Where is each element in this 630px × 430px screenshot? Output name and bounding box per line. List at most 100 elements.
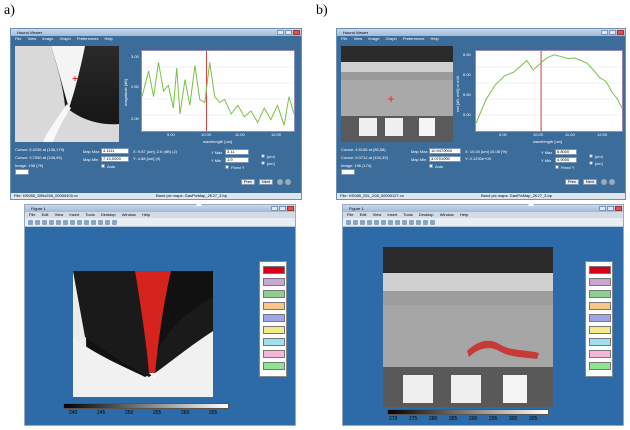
radio-cm[interactable] [261, 161, 265, 165]
next-button[interactable]: Next [583, 179, 597, 185]
pan-icon[interactable] [395, 219, 400, 225]
legend-icon[interactable] [112, 219, 117, 225]
menu-insert[interactable]: Insert [69, 212, 80, 217]
first-frame-icon[interactable] [601, 179, 607, 185]
y-min-field[interactable]: 1.9 [225, 157, 249, 163]
last-frame-icon[interactable] [609, 179, 615, 185]
legend-icon[interactable] [430, 219, 435, 225]
zoom-in-icon[interactable] [63, 219, 68, 225]
brush-icon[interactable] [416, 219, 421, 225]
menu-desktop[interactable]: Desktop [100, 212, 116, 217]
color-swatch[interactable] [263, 350, 285, 358]
auto-checkbox[interactable] [429, 164, 433, 168]
map-max-field[interactable]: 10.9470000 [429, 148, 461, 154]
map-min-field[interactable]: 3.0791000 [429, 156, 461, 162]
menu-help[interactable]: Help [142, 212, 151, 217]
data-cursor-icon[interactable] [409, 219, 414, 225]
menu-view[interactable]: View [353, 36, 363, 41]
fixed-y-checkbox[interactable] [555, 165, 559, 169]
menu-help[interactable]: Help [430, 36, 439, 41]
minimize-icon[interactable] [599, 206, 606, 211]
color-swatch[interactable] [589, 278, 611, 286]
color-swatch[interactable] [589, 290, 611, 298]
colorbar-icon[interactable] [423, 219, 428, 225]
close-icon[interactable] [293, 30, 300, 35]
color-swatch[interactable] [263, 266, 285, 274]
spectrum-chart-a[interactable] [141, 51, 295, 131]
new-figure-icon[interactable] [28, 219, 33, 225]
menu-file[interactable]: File [29, 212, 36, 217]
y-max-field[interactable]: 6.8000 [555, 149, 577, 155]
pan-icon[interactable] [77, 219, 82, 225]
data-cursor-icon[interactable] [91, 219, 96, 225]
color-swatch[interactable] [589, 362, 611, 370]
menu-edit[interactable]: Edit [41, 212, 49, 217]
maximize-icon[interactable] [609, 30, 616, 35]
rotate-icon[interactable] [84, 219, 89, 225]
menu-window[interactable]: Window [439, 212, 454, 217]
color-swatch[interactable] [263, 326, 285, 334]
color-swatch[interactable] [263, 290, 285, 298]
map-min-field[interactable]: 7.13.0000 [101, 156, 129, 162]
color-swatch[interactable] [263, 278, 285, 286]
image-index-field[interactable] [15, 169, 29, 175]
prev-button[interactable]: Prev [241, 179, 255, 185]
brush-icon[interactable] [98, 219, 103, 225]
new-figure-icon[interactable] [346, 219, 351, 225]
maximize-icon[interactable] [279, 206, 286, 211]
color-swatch[interactable] [263, 362, 285, 370]
figure-a-image[interactable] [25, 227, 296, 426]
radio-um[interactable] [589, 154, 593, 158]
color-swatch[interactable] [589, 338, 611, 346]
zoom-in-icon[interactable] [381, 219, 386, 225]
map-max-field[interactable]: 4.1111 [101, 148, 129, 154]
next-button[interactable]: Next [259, 179, 273, 185]
menu-graph[interactable]: Graph [385, 36, 397, 41]
last-frame-icon[interactable] [285, 179, 291, 185]
close-icon[interactable] [615, 206, 622, 211]
color-swatch[interactable] [589, 302, 611, 310]
close-icon[interactable] [617, 30, 624, 35]
save-icon[interactable] [42, 219, 47, 225]
menu-file[interactable]: File [15, 36, 22, 41]
color-swatch[interactable] [589, 266, 611, 274]
spectrum-chart-b[interactable] [475, 51, 623, 131]
fixed-y-checkbox[interactable] [225, 165, 229, 169]
menu-tools[interactable]: Tools [403, 212, 413, 217]
menu-image[interactable]: Image [368, 36, 380, 41]
image-index-field[interactable] [341, 169, 355, 175]
pointer-icon[interactable] [56, 219, 61, 225]
menu-desktop[interactable]: Desktop [418, 212, 434, 217]
zoom-out-icon[interactable] [388, 219, 393, 225]
color-swatch[interactable] [589, 314, 611, 322]
menu-preferences[interactable]: Preferences [402, 36, 425, 41]
radio-cm[interactable] [589, 161, 593, 165]
menu-insert[interactable]: Insert [387, 212, 398, 217]
menu-preferences[interactable]: Preferences [76, 36, 99, 41]
print-icon[interactable] [49, 219, 54, 225]
auto-checkbox[interactable] [101, 164, 105, 168]
rotate-icon[interactable] [402, 219, 407, 225]
menu-help[interactable]: Help [460, 212, 469, 217]
first-frame-icon[interactable] [277, 179, 283, 185]
menu-view[interactable]: View [54, 212, 64, 217]
pointer-icon[interactable] [374, 219, 379, 225]
zoom-out-icon[interactable] [70, 219, 75, 225]
maximize-icon[interactable] [607, 206, 614, 211]
menu-graph[interactable]: Graph [59, 36, 71, 41]
color-swatch[interactable] [263, 302, 285, 310]
menu-window[interactable]: Window [121, 212, 136, 217]
open-icon[interactable] [35, 219, 40, 225]
color-swatch[interactable] [263, 314, 285, 322]
minimize-icon[interactable] [601, 30, 608, 35]
minimize-icon[interactable] [277, 30, 284, 35]
color-swatch[interactable] [589, 350, 611, 358]
menu-tools[interactable]: Tools [85, 212, 95, 217]
open-icon[interactable] [353, 219, 358, 225]
thermal-image-a[interactable] [15, 46, 119, 142]
menu-image[interactable]: Image [42, 36, 54, 41]
colorbar-icon[interactable] [105, 219, 110, 225]
menu-help[interactable]: Help [104, 36, 113, 41]
prev-button[interactable]: Prev [565, 179, 579, 185]
menu-edit[interactable]: Edit [359, 212, 367, 217]
